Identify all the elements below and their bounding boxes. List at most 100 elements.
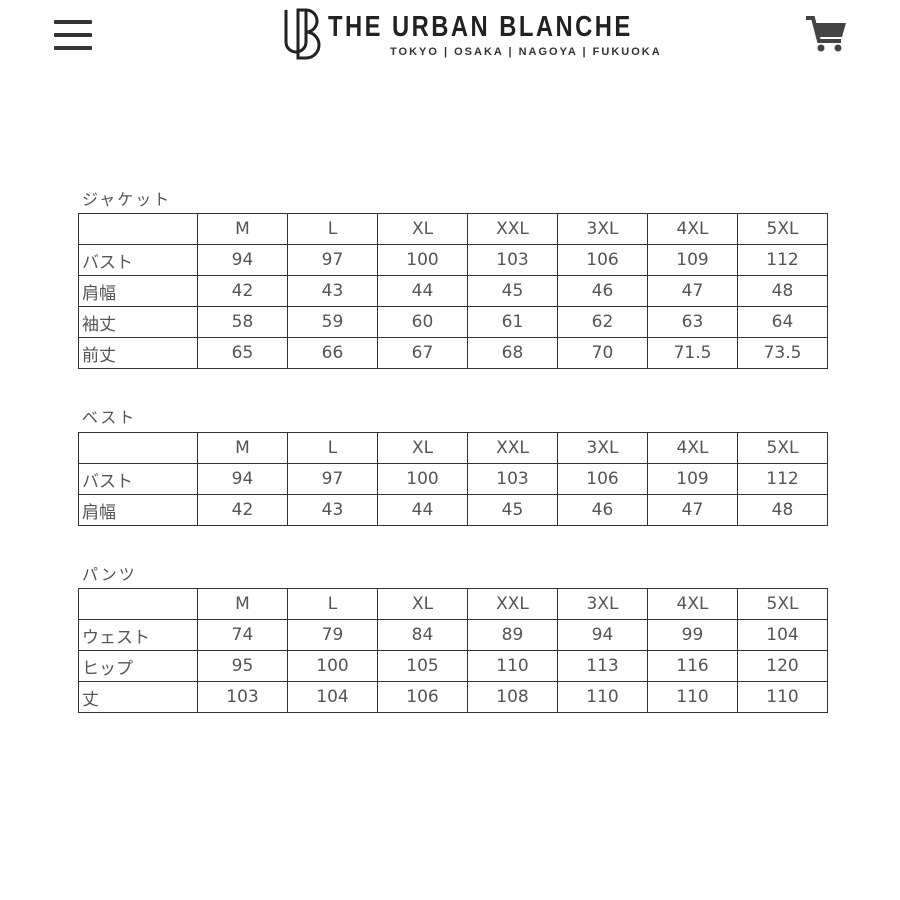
measurement-cell: 84 (377, 619, 468, 651)
corner-cell (78, 213, 198, 245)
measurement-cell: 66 (287, 337, 378, 369)
corner-cell (78, 588, 198, 620)
measurement-cell: 71.5 (647, 337, 738, 369)
measurement-cell: 110 (557, 681, 648, 713)
measurement-cell: 73.5 (737, 337, 828, 369)
row-label: 袖丈 (78, 306, 198, 338)
header-row: M L XL XXL 3XL 4XL 5XL (78, 432, 828, 464)
measurement-cell: 106 (377, 681, 468, 713)
pants-title: パンツ (82, 565, 137, 584)
measurement-cell: 108 (467, 681, 558, 713)
table-row: ウェスト 74 79 84 89 94 99 104 (78, 619, 828, 651)
measurement-cell: 100 (377, 463, 468, 495)
measurement-cell: 94 (197, 244, 288, 276)
size-header: XXL (467, 588, 558, 620)
measurement-cell: 61 (467, 306, 558, 338)
measurement-cell: 116 (647, 650, 738, 682)
measurement-cell: 99 (647, 619, 738, 651)
measurement-cell: 112 (737, 463, 828, 495)
hamburger-icon (54, 20, 92, 24)
brand-name: THE URBAN BLANCHE (328, 10, 633, 43)
measurement-cell: 100 (377, 244, 468, 276)
measurement-cell: 44 (377, 494, 468, 526)
measurement-cell: 46 (557, 275, 648, 307)
measurement-cell: 42 (197, 494, 288, 526)
table-row: バスト 94 97 100 103 106 109 112 (78, 463, 828, 495)
size-header: 4XL (647, 588, 738, 620)
size-header: XXL (467, 432, 558, 464)
size-header: 5XL (737, 213, 828, 245)
measurement-cell: 109 (647, 463, 738, 495)
row-label: 肩幅 (78, 275, 198, 307)
measurement-cell: 48 (737, 275, 828, 307)
measurement-cell: 45 (467, 275, 558, 307)
table-row: ヒップ 95 100 105 110 113 116 120 (78, 650, 828, 682)
table-row: 袖丈 58 59 60 61 62 63 64 (78, 306, 828, 338)
size-header: 5XL (737, 432, 828, 464)
size-header: 4XL (647, 213, 738, 245)
size-header: 3XL (557, 588, 648, 620)
measurement-cell: 103 (467, 244, 558, 276)
size-header: XL (377, 432, 468, 464)
measurement-cell: 64 (737, 306, 828, 338)
measurement-cell: 103 (467, 463, 558, 495)
pants-size-table: M L XL XXL 3XL 4XL 5XL ウェスト 74 79 84 89 94 99 104 ヒップ 95… (78, 588, 828, 713)
measurement-cell: 58 (197, 306, 288, 338)
jacket-size-table: M L XL XXL 3XL 4XL 5XL バスト 94 97 100 103 106 109 112 肩幅… (78, 213, 828, 369)
ub-logo-mark (284, 8, 321, 60)
measurement-cell: 113 (557, 650, 648, 682)
measurement-cell: 110 (467, 650, 558, 682)
measurement-cell: 68 (467, 337, 558, 369)
measurement-cell: 43 (287, 494, 378, 526)
size-header: L (287, 213, 378, 245)
size-header: M (197, 213, 288, 245)
measurement-cell: 94 (197, 463, 288, 495)
row-label: ウェスト (78, 619, 198, 651)
measurement-cell: 103 (197, 681, 288, 713)
size-header: 4XL (647, 432, 738, 464)
menu-button[interactable] (54, 20, 92, 52)
measurement-cell: 106 (557, 244, 648, 276)
size-header: 5XL (737, 588, 828, 620)
size-header: XXL (467, 213, 558, 245)
measurement-cell: 67 (377, 337, 468, 369)
measurement-cell: 106 (557, 463, 648, 495)
table-row: 丈 103 104 106 108 110 110 110 (78, 681, 828, 713)
measurement-cell: 109 (647, 244, 738, 276)
cart-icon[interactable] (804, 14, 848, 54)
brand-cities: TOKYO | OSAKA | NAGOYA | FUKUOKA (390, 45, 662, 58)
measurement-cell: 60 (377, 306, 468, 338)
measurement-cell: 79 (287, 619, 378, 651)
measurement-cell: 112 (737, 244, 828, 276)
measurement-cell: 42 (197, 275, 288, 307)
measurement-cell: 48 (737, 494, 828, 526)
header-row: M L XL XXL 3XL 4XL 5XL (78, 588, 828, 620)
measurement-cell: 110 (737, 681, 828, 713)
measurement-cell: 97 (287, 244, 378, 276)
measurement-cell: 104 (737, 619, 828, 651)
size-header: M (197, 432, 288, 464)
vest-title: ベスト (82, 408, 137, 427)
measurement-cell: 47 (647, 275, 738, 307)
row-label: ヒップ (78, 650, 198, 682)
measurement-cell: 43 (287, 275, 378, 307)
brand-logo[interactable]: THE URBAN BLANCHE TOKYO | OSAKA | NAGOYA… (282, 6, 668, 62)
size-header: 3XL (557, 213, 648, 245)
table-row: 肩幅 42 43 44 45 46 47 48 (78, 275, 828, 307)
measurement-cell: 105 (377, 650, 468, 682)
row-label: バスト (78, 244, 198, 276)
measurement-cell: 45 (467, 494, 558, 526)
size-header: L (287, 588, 378, 620)
measurement-cell: 97 (287, 463, 378, 495)
size-header: 3XL (557, 432, 648, 464)
size-header: XL (377, 213, 468, 245)
measurement-cell: 65 (197, 337, 288, 369)
measurement-cell: 63 (647, 306, 738, 338)
row-label: バスト (78, 463, 198, 495)
size-header: XL (377, 588, 468, 620)
measurement-cell: 70 (557, 337, 648, 369)
measurement-cell: 100 (287, 650, 378, 682)
measurement-cell: 59 (287, 306, 378, 338)
table-row: 前丈 65 66 67 68 70 71.5 73.5 (78, 337, 828, 369)
header-row: M L XL XXL 3XL 4XL 5XL (78, 213, 828, 245)
